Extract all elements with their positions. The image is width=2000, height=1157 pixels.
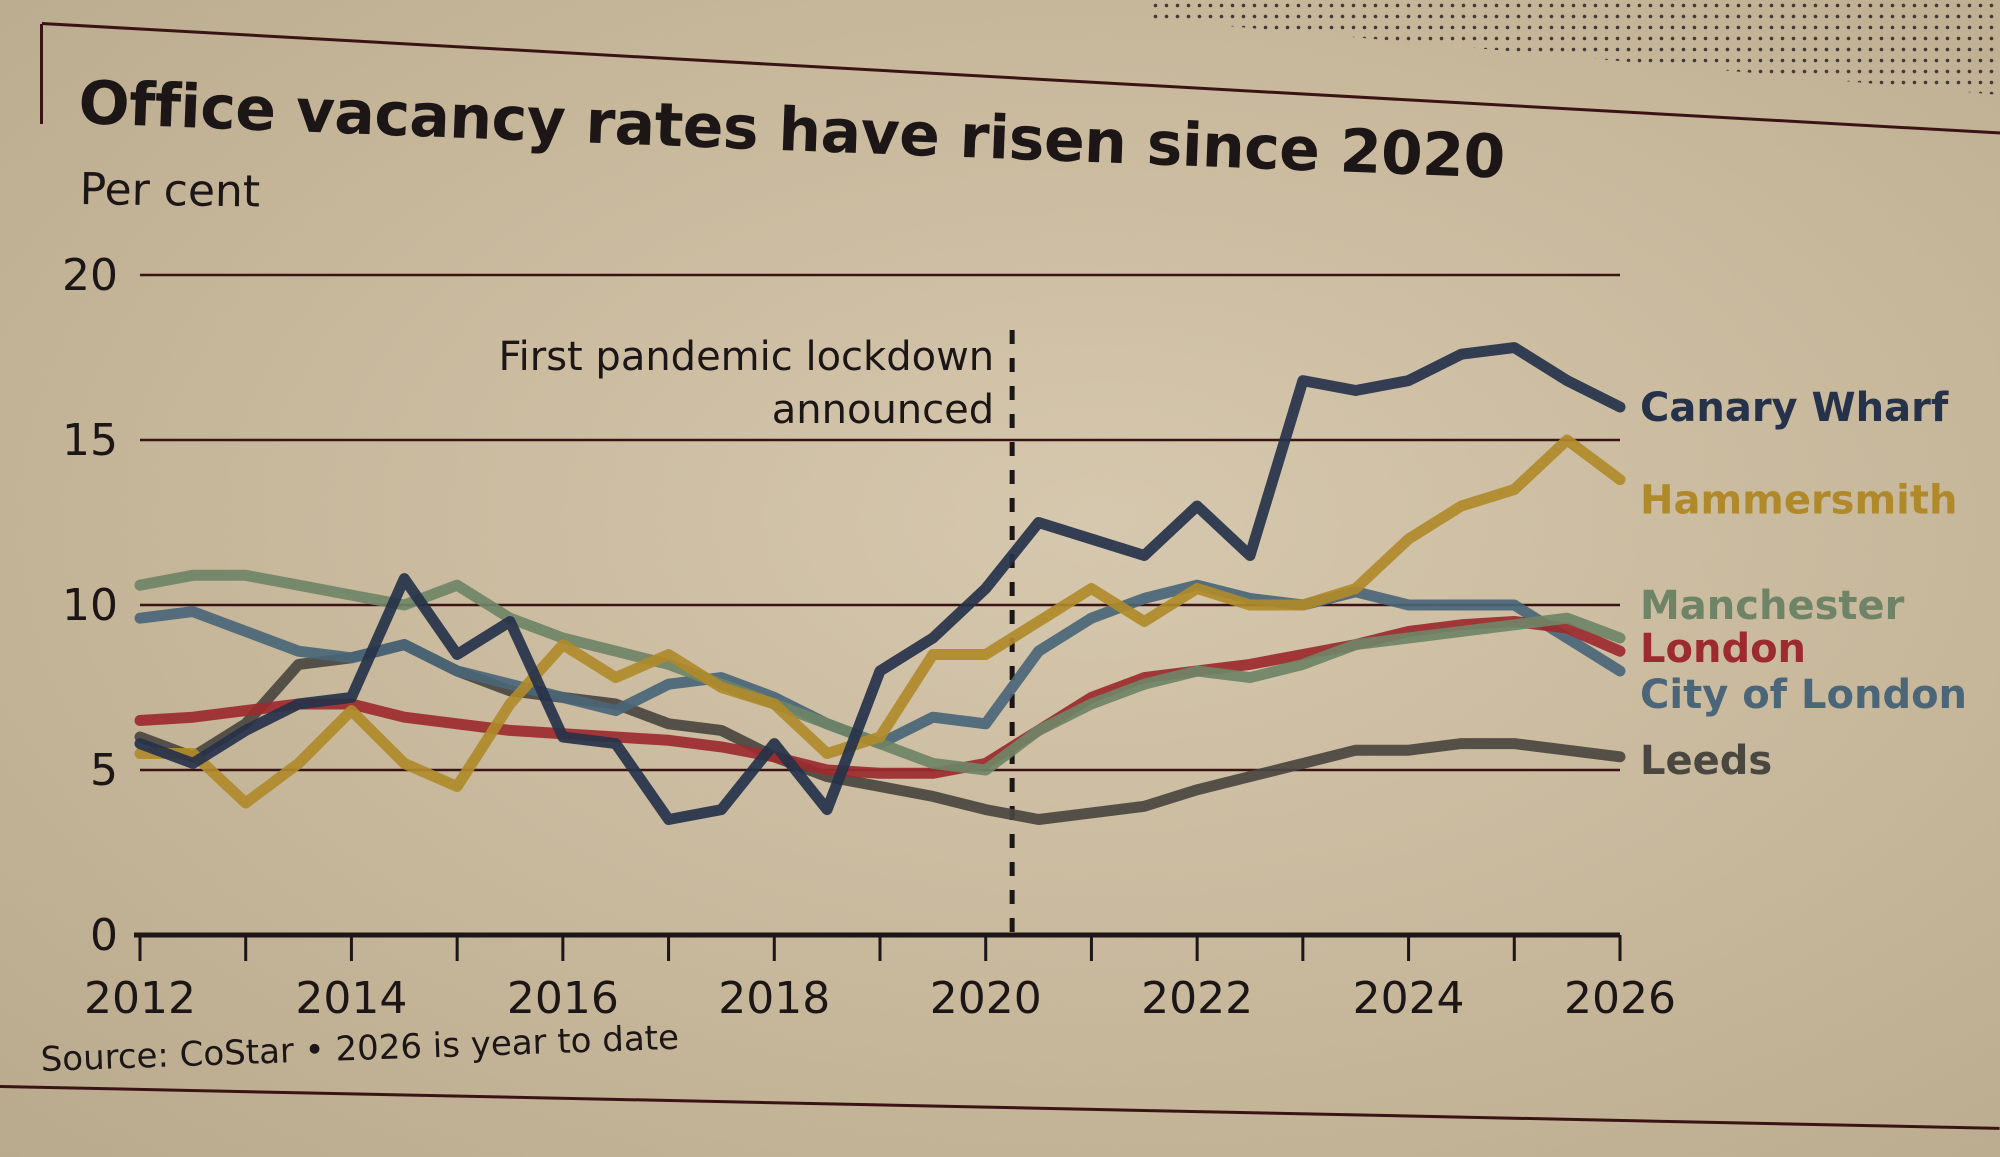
series-label-city-of-london: City of London [1640, 672, 1967, 718]
y-axis-ticks: 0 5 10 15 20 [62, 250, 118, 961]
annotation-line-1: First pandemic lockdown [499, 334, 995, 380]
series-line-canary-wharf [134, 342, 1626, 825]
x-tick-label: 2016 [507, 973, 619, 1024]
frame-left-rule [40, 24, 43, 124]
x-tick-label: 2022 [1141, 973, 1253, 1024]
x-tick-label: 2012 [84, 973, 196, 1024]
y-tick-label: 20 [62, 250, 118, 301]
y-tick-label: 5 [90, 745, 118, 796]
y-tick-label: 0 [90, 910, 118, 961]
series-labels: Canary Wharf Hammersmith ManchesterLondonC… [1640, 385, 1967, 784]
x-tick-label: 2026 [1564, 973, 1676, 1024]
series-label-hammersmith: Hammersmith [1640, 477, 1957, 523]
x-tick-label: 2024 [1353, 973, 1465, 1024]
series-label-london: London [1640, 626, 1806, 672]
series-label-leeds: Leeds [1640, 738, 1772, 784]
y-tick-label: 15 [62, 415, 118, 466]
x-tick-label: 2018 [718, 973, 830, 1024]
x-tick-label: 2020 [930, 973, 1042, 1024]
x-axis: 2012 2014 2016 2018 2020 2022 2024 2026 [84, 932, 1676, 1024]
series-line-manchester [134, 569, 1626, 776]
series-lines [134, 342, 1626, 825]
x-tick-label: 2014 [295, 973, 407, 1024]
lockdown-annotation: First pandemic lockdown announced [499, 330, 1015, 935]
series-label-canary-wharf: Canary Wharf [1640, 385, 1949, 431]
y-tick-label: 10 [62, 580, 118, 631]
series-label-manchester: Manchester [1640, 583, 1905, 629]
series-line-hammersmith [134, 434, 1626, 809]
annotation-line-2: announced [772, 387, 994, 433]
